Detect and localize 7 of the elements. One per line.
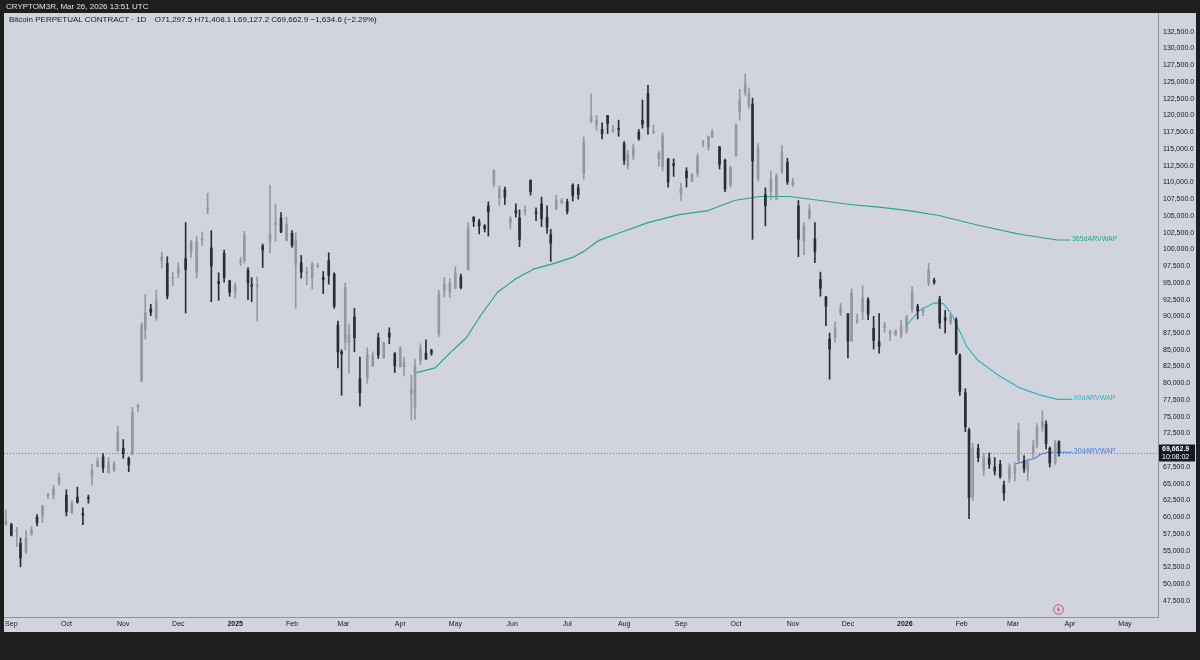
candlestick bbox=[617, 119, 620, 137]
chart-subtitle: O71,297.5 H71,408.1 L69,127.2 C69,662.9 −1,634.6 (−2.29%) bbox=[154, 15, 378, 25]
text: CRYPTOM3R, Mar 26, 2026 13:51 UTC bbox=[6, 1, 149, 11]
candlestick bbox=[382, 342, 386, 359]
candlestick bbox=[206, 192, 209, 215]
candlestick bbox=[87, 494, 90, 504]
chart-title: Bitcoin PERPETUAL CONTRACT · 1D bbox=[9, 15, 147, 25]
